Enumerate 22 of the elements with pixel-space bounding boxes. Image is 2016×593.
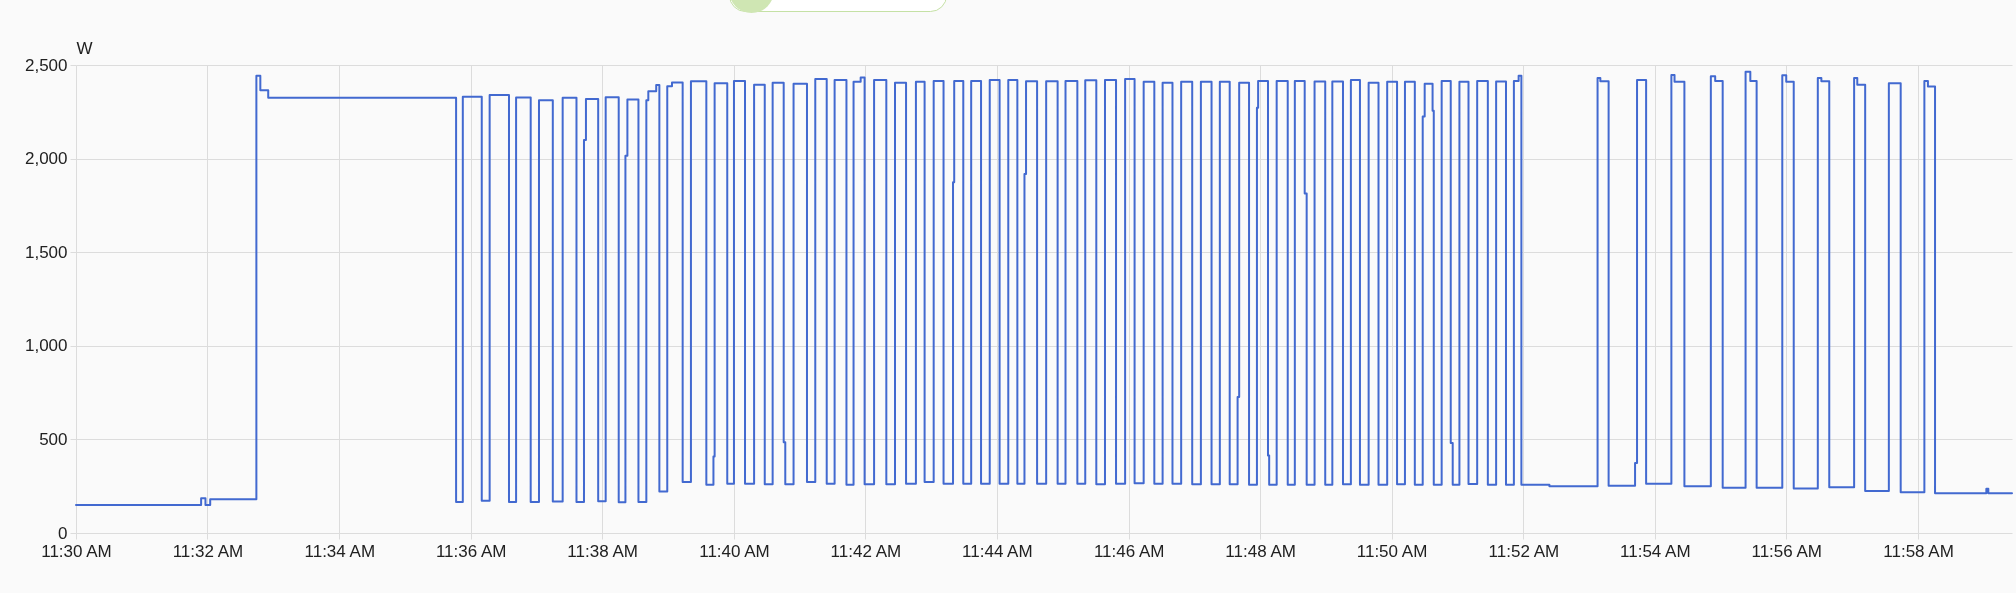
y-tick-label: 0 xyxy=(58,523,68,543)
x-tick-label: 11:30 AM xyxy=(41,541,112,561)
y-tick-label: 2,500 xyxy=(24,55,68,75)
x-tick-label: 11:56 AM xyxy=(1751,541,1823,561)
y-tick-label: 1,000 xyxy=(24,336,68,356)
y-axis-title: W xyxy=(76,38,93,58)
x-tick-label: 11:36 AM xyxy=(435,541,507,561)
x-tick-label: 11:34 AM xyxy=(304,541,376,561)
x-tick-label: 11:50 AM xyxy=(1356,541,1428,561)
x-tick-label: 11:52 AM xyxy=(1488,541,1560,561)
y-tick-label: 2,000 xyxy=(24,149,68,169)
x-tick-label: 11:44 AM xyxy=(962,541,1033,561)
x-tick-label: 11:42 AM xyxy=(830,541,902,561)
x-tick-label: 11:32 AM xyxy=(172,541,244,561)
x-tick-label: 11:48 AM xyxy=(1225,541,1296,561)
y-tick-label: 500 xyxy=(39,429,68,449)
y-tick-label: 1,500 xyxy=(24,242,68,262)
x-tick-label: 11:38 AM xyxy=(567,541,638,561)
x-tick-label: 11:54 AM xyxy=(1620,541,1691,561)
x-tick-label: 11:46 AM xyxy=(1093,541,1165,561)
x-tick-label: 11:58 AM xyxy=(1883,541,1954,561)
x-tick-label: 11:40 AM xyxy=(699,541,770,561)
